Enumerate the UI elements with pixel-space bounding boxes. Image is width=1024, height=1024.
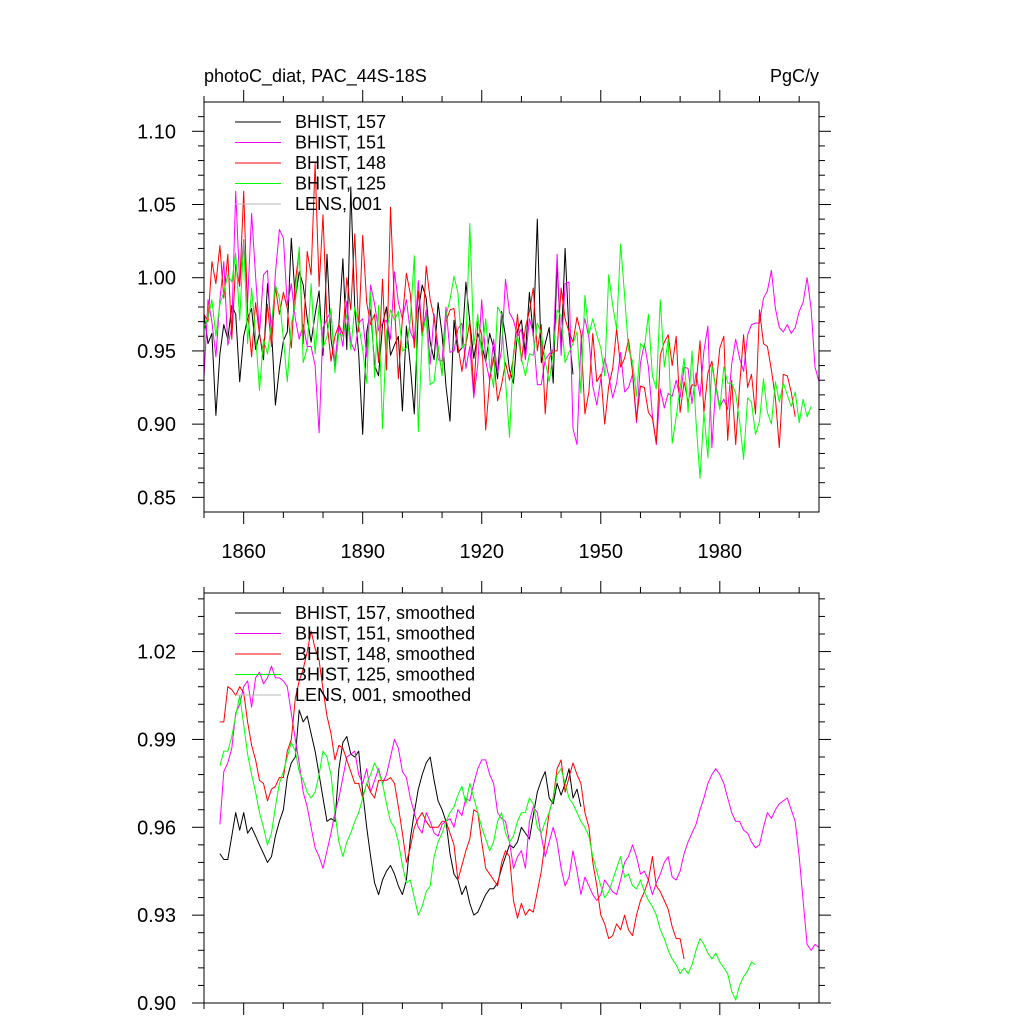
series-line-bhist-148-smoothed <box>219 630 685 960</box>
legend-label: BHIST, 157, smoothed <box>295 603 475 623</box>
x-tick-label: 1980 <box>698 541 743 563</box>
series-line-bhist-125 <box>204 223 812 479</box>
y-tick-label: 0.96 <box>137 817 176 839</box>
series-line-bhist-157 <box>204 186 574 435</box>
legend-label: BHIST, 125, smoothed <box>295 665 475 685</box>
chart-title: photoC_diat, PAC_44S-18S <box>204 66 427 87</box>
y-tick-label: 0.93 <box>137 905 176 927</box>
top-panel-timeseries: photoC_diat, PAC_44S-18S PgC/y 0.85 0.90 0… <box>137 66 831 563</box>
series-group <box>219 630 819 1001</box>
series-group <box>204 163 819 479</box>
series-line-bhist-151-smoothed <box>219 665 819 951</box>
legend-label: BHIST, 148, smoothed <box>295 644 475 664</box>
x-tick-label: 1890 <box>340 541 385 563</box>
x-tick-label: 1950 <box>579 541 624 563</box>
y-tick-label: 1.00 <box>137 268 176 290</box>
y-tick-label: 1.10 <box>137 121 176 143</box>
legend-label: BHIST, 148 <box>295 153 386 173</box>
y-tick-label: 0.99 <box>137 729 176 751</box>
series-line-bhist-157-smoothed <box>219 709 582 916</box>
y-tick-label: 1.02 <box>137 642 176 664</box>
series-line-bhist-148 <box>204 163 796 449</box>
legend-label: LENS, 001 <box>295 194 382 214</box>
units-label: PgC/y <box>770 66 819 86</box>
series-line-bhist-151 <box>204 190 819 449</box>
legend-label: BHIST, 151, smoothed <box>295 624 475 644</box>
legend-label: LENS, 001, smoothed <box>295 685 471 705</box>
y-tick-label: 0.95 <box>137 341 176 363</box>
x-tick-label: 1920 <box>459 541 504 563</box>
y-tick-label: 0.85 <box>137 487 176 509</box>
series-line-bhist-125-smoothed <box>219 695 756 1001</box>
legend-label: BHIST, 151 <box>295 133 386 153</box>
bottom-panel-smoothed: 0.90 0.93 0.96 0.99 1.02 BHIST, 157, smoothed… <box>137 581 831 1015</box>
y-tick-label: 1.05 <box>137 195 176 217</box>
legend-label: BHIST, 125 <box>295 174 386 194</box>
y-tick-label: 0.90 <box>137 993 176 1015</box>
plot-frame <box>203 592 820 1004</box>
legend-label: BHIST, 157 <box>295 112 386 132</box>
y-tick-label: 0.90 <box>137 414 176 436</box>
x-tick-label: 1860 <box>221 541 266 563</box>
